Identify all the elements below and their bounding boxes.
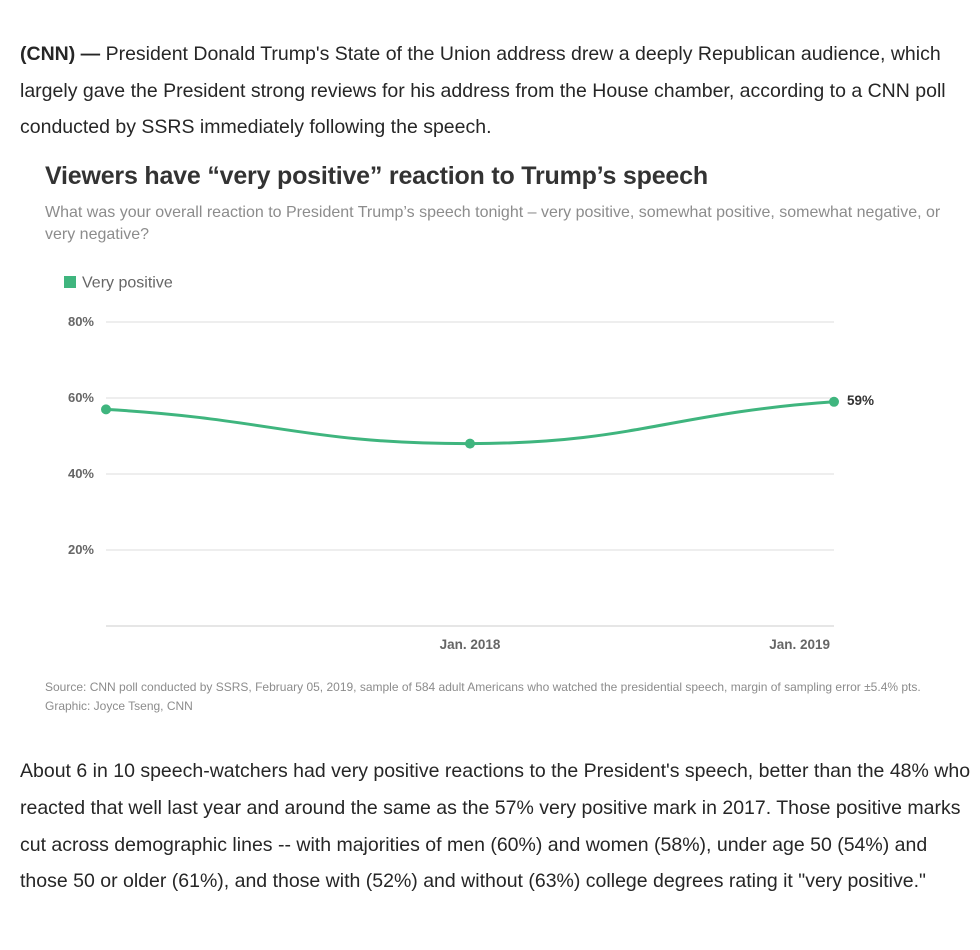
line-chart: 20% 40% 60% 80% Jan. 2018 Jan. 2019 Very posit… [0,262,980,662]
x-tick-label: Jan. 2018 [440,637,501,652]
series-line-very-positive [104,400,836,446]
y-tick-label: 20% [68,542,94,557]
y-tick-label: 80% [68,314,94,329]
source-text: Source: CNN poll conducted by SSRS, Febr… [45,680,921,694]
body-paragraph: About 6 in 10 speech-watchers had very p… [20,760,971,893]
data-point [101,404,111,415]
cnn-lead: (CNN) — [20,43,101,65]
chart-title: Viewers have “very positive” reaction to… [45,162,708,190]
intro-paragraph: (CNN) — President Donald Trump's State o… [20,36,955,146]
y-tick-label: 60% [68,390,94,405]
legend-swatch [64,276,76,288]
x-tick-label: Jan. 2019 [769,637,830,652]
end-value-label: 59% [847,393,874,408]
graphic-credit: Graphic: Joyce Tseng, CNN [45,698,193,713]
intro-text: President Donald Trump's State of the Un… [20,43,946,138]
data-point [465,438,475,449]
legend-label: Very positive [82,275,173,292]
y-tick-label: 40% [68,466,94,481]
chart-source: Source: CNN poll conducted by SSRS, Febr… [45,678,945,715]
chart-svg: 20% 40% 60% 80% Jan. 2018 Jan. 2019 Very posit… [64,275,874,652]
chart-subtitle: What was your overall reaction to Presid… [45,204,941,243]
data-point [829,396,839,407]
